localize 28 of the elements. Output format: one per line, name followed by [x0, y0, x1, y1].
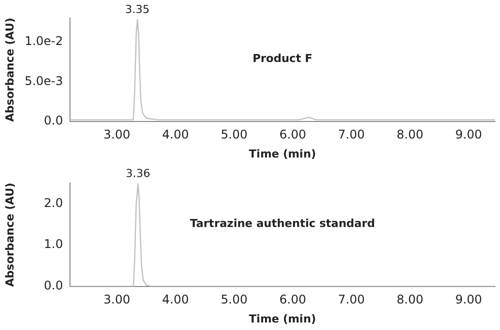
y-tick-label: 0.0: [44, 114, 63, 128]
x-tick-label: 7.00: [338, 292, 365, 307]
x-axis-title: Time (min): [248, 147, 316, 160]
x-tick-label: 9.00: [455, 292, 482, 307]
annotation: 3.36: [126, 167, 150, 180]
x-tick-label: 3.00: [104, 128, 130, 142]
x-axis-title: Time (min): [248, 312, 316, 326]
y-tick-label: 1.0: [44, 237, 63, 252]
x-tick-label: 8.00: [396, 292, 424, 307]
y-tick-label: 5.0e-3: [24, 74, 63, 88]
y-axis-title: Absorbance (AU): [3, 182, 16, 287]
annotation: Tartrazine authentic standard: [190, 217, 376, 230]
x-tick-label: 5.00: [220, 292, 248, 307]
x-tick-label: 9.00: [455, 128, 482, 142]
annotation: Product F: [252, 52, 312, 66]
y-axis-title: Absorbance (AU): [3, 18, 16, 122]
x-tick-label: 8.00: [396, 128, 424, 142]
annotation: 3.35: [125, 2, 150, 16]
y-tick-label: 1.0e-2: [24, 34, 63, 48]
y-tick-label: 0.0: [44, 278, 63, 293]
x-tick-label: 3.00: [104, 292, 130, 307]
x-tick-label: 5.00: [220, 128, 248, 142]
x-tick-label: 7.00: [338, 128, 365, 142]
x-tick-label: 4.00: [162, 128, 189, 142]
x-tick-label: 4.00: [162, 292, 189, 307]
y-tick-label: 2.0: [44, 196, 63, 210]
x-tick-label: 6.00: [279, 128, 306, 142]
x-tick-label: 6.00: [279, 292, 306, 307]
